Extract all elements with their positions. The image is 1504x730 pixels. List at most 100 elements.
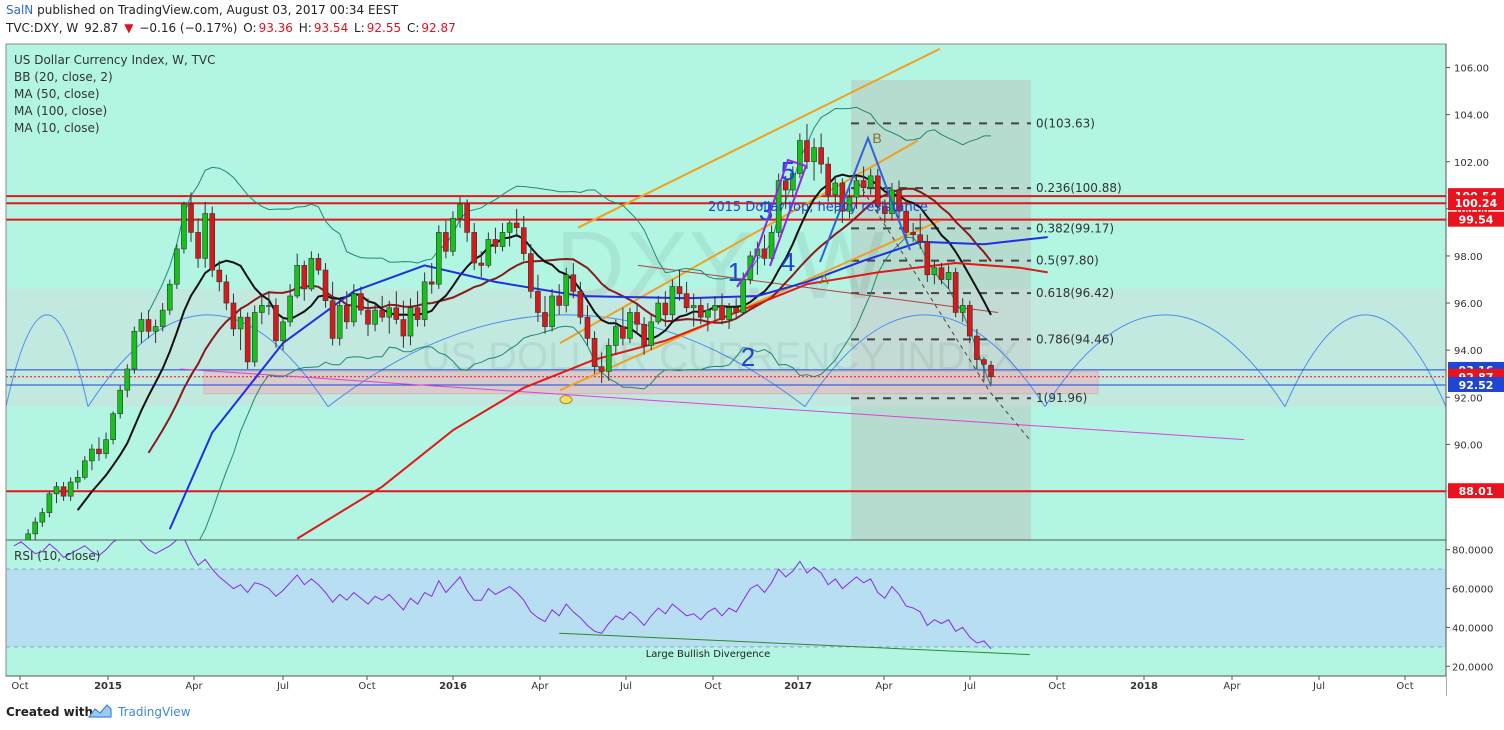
rsi-tick-label: 60.0000 xyxy=(1452,585,1493,596)
candle-body xyxy=(372,309,378,325)
projection-path xyxy=(853,175,1031,441)
fib-label: 0.5(97.80) xyxy=(1036,254,1099,268)
symbol-label: TVC:DXY, W xyxy=(6,21,79,35)
candle-body xyxy=(258,305,265,313)
price-tag-label: 88.01 xyxy=(1459,485,1494,498)
y-tick-label: 104.00 xyxy=(1454,111,1489,122)
candle-body xyxy=(358,293,364,311)
open-label: O: xyxy=(243,21,257,35)
candle-body xyxy=(244,316,251,363)
y-tick-label: 92.00 xyxy=(1454,393,1483,404)
candle-body xyxy=(60,486,67,497)
x-tick-label: Oct xyxy=(11,681,28,692)
high-value: 93.54 xyxy=(313,21,349,35)
x-tick-label: 2015 xyxy=(94,681,122,692)
high-label: H: xyxy=(298,21,312,35)
candle-body xyxy=(556,295,562,306)
candle-body xyxy=(789,173,796,191)
tradingview-logo-icon xyxy=(87,704,112,718)
x-tick-label: Jul xyxy=(619,681,632,692)
candle-body xyxy=(421,281,428,320)
candle-body xyxy=(67,481,74,497)
x-tick-label: Apr xyxy=(1223,681,1241,692)
bb-basis xyxy=(147,187,992,454)
candle-body xyxy=(931,267,938,276)
candle-body xyxy=(612,326,619,346)
rsi-pane[interactable]: Large Bullish Divergence RSI (10, close) xyxy=(6,534,1446,660)
candle-body xyxy=(336,305,343,339)
candle-body xyxy=(39,512,46,523)
x-tick-label: Oct xyxy=(1396,681,1413,692)
price-chart[interactable]: DXY, W US DOLLAR CURRENCY INDEX 0(103.63) 0… xyxy=(0,40,1504,696)
price-tag-label: 92.52 xyxy=(1459,379,1494,392)
low-value: 92.55 xyxy=(366,21,402,35)
y-tick-label: 100.00 xyxy=(1454,205,1489,216)
candle-body xyxy=(492,239,499,247)
candle-body xyxy=(959,305,966,313)
candle-body xyxy=(591,338,598,367)
tradingview-link[interactable]: TradingView xyxy=(118,705,191,719)
candle-body xyxy=(53,486,60,495)
rsi-title: RSI (10, close) xyxy=(14,549,100,563)
x-tick-label: Jul xyxy=(1312,681,1325,692)
candle-body xyxy=(896,189,902,212)
wave-label: 1 xyxy=(728,257,742,287)
candle-body xyxy=(549,295,555,327)
price-tag xyxy=(1448,211,1504,227)
candle-body xyxy=(329,300,336,339)
bb-upper xyxy=(148,106,991,313)
author-link[interactable]: SalN xyxy=(6,3,34,17)
candle-body xyxy=(952,272,959,313)
candle-body xyxy=(945,272,952,280)
cycle-arc xyxy=(6,314,89,407)
candle-body xyxy=(506,222,513,233)
candle-body xyxy=(570,274,577,292)
candle-body xyxy=(32,521,39,535)
candle-body xyxy=(131,331,138,370)
candle-body xyxy=(202,213,208,259)
legend-entry: MA (100, close) xyxy=(14,104,107,118)
candle-body xyxy=(450,217,456,252)
candle-body xyxy=(280,321,286,342)
candle-body xyxy=(634,312,640,325)
candle-body xyxy=(266,305,272,307)
candle-body xyxy=(577,290,584,318)
fib-label: 0.382(99.17) xyxy=(1036,221,1114,235)
legend-entry: MA (10, close) xyxy=(14,121,100,135)
abc-wave xyxy=(819,135,911,263)
candle-body xyxy=(818,147,824,165)
y-tick-label: 96.00 xyxy=(1454,299,1483,310)
candle-body xyxy=(874,175,881,207)
low-marker xyxy=(559,395,573,405)
magenta-trendline xyxy=(179,368,1245,441)
ma100-line xyxy=(296,261,1048,540)
candle-body xyxy=(25,533,31,540)
open-value: 93.36 xyxy=(258,21,293,35)
candle-body xyxy=(315,258,322,271)
cycle-arc xyxy=(87,314,329,407)
candle-body xyxy=(351,293,357,323)
x-tick-label: Jul xyxy=(963,681,976,692)
candle-body xyxy=(174,248,180,285)
candle-body xyxy=(598,366,605,372)
candle-body xyxy=(620,326,626,339)
candle-body xyxy=(910,232,916,236)
price-tag xyxy=(1448,195,1504,211)
candle-body xyxy=(478,262,485,266)
candle-body xyxy=(846,196,853,212)
candle-body xyxy=(499,232,506,247)
candle-body xyxy=(237,316,244,330)
watermark-symbol: DXY, W xyxy=(556,212,885,319)
main-pane[interactable]: DXY, W US DOLLAR CURRENCY INDEX 0(103.63) 0… xyxy=(6,47,1446,594)
footer: Created with TradingView xyxy=(0,696,1504,730)
cycle-arc xyxy=(1284,314,1446,407)
price-axis-bg xyxy=(1446,44,1504,676)
channel-upper xyxy=(577,47,941,229)
candle-body xyxy=(386,307,393,318)
candle-body xyxy=(655,302,662,323)
publish-text: published on TradingView.com, August 03,… xyxy=(37,3,399,17)
y-tick-label: 106.00 xyxy=(1454,64,1489,75)
fib-label: 0.786(94.46) xyxy=(1036,332,1114,346)
wave-label: 2 xyxy=(741,342,755,372)
price-tag-label: 99.54 xyxy=(1459,214,1494,227)
